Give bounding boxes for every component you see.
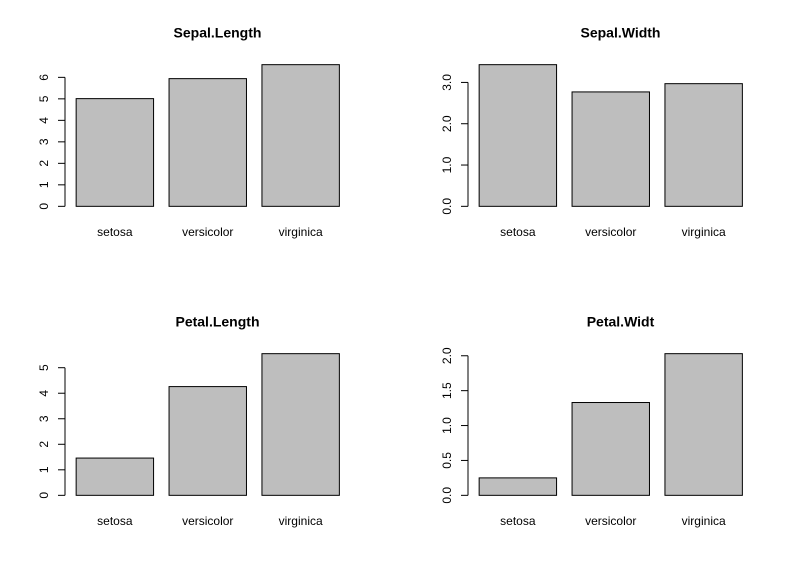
x-tick-label: virginica [279,225,323,239]
bar [261,64,340,207]
bar [478,64,558,207]
bar [168,78,247,207]
y-tick-label: 2 [37,160,51,167]
y-tick-label: 4 [37,117,51,124]
y-tick-label: 1.5 [440,382,454,399]
y-tick-label: 5 [37,364,51,371]
y-tick-label: 3 [37,415,51,422]
x-tick-label: setosa [500,225,536,239]
bar [664,83,743,207]
y-tick-label: 1 [37,466,51,473]
x-tick-label: setosa [97,225,133,239]
y-tick-label: 3 [37,138,51,145]
x-tick-label: virginica [682,514,726,528]
bar [571,402,650,496]
bar [261,353,340,496]
x-tick-label: virginica [279,514,323,528]
x-tick-label: setosa [500,514,536,528]
y-tick-label: 6 [37,74,51,81]
y-tick-label: 2.0 [440,347,454,364]
y-tick-label: 0 [37,492,51,499]
y-tick-label: 1.0 [440,156,454,173]
x-tick-label: versicolor [585,225,636,239]
x-tick-label: versicolor [182,514,233,528]
chart-title: Sepal.Length [174,25,262,41]
x-tick-label: virginica [682,225,726,239]
y-tick-label: 5 [37,95,51,102]
chart-title: Petal.Widt [587,314,655,330]
chart-title: Petal.Length [175,314,259,330]
x-tick-label: versicolor [585,514,636,528]
y-tick-label: 0 [37,203,51,210]
bar [168,386,247,496]
y-tick-label: 4 [37,390,51,397]
y-tick-label: 2.0 [440,115,454,132]
y-tick-label: 1 [37,181,51,188]
y-tick-label: 0.0 [440,487,454,504]
y-tick-label: 1.0 [440,417,454,434]
chart-title: Sepal.Width [581,25,661,41]
y-tick-label: 3.0 [440,74,454,91]
bar [478,477,558,496]
bar [664,353,743,496]
y-tick-label: 2 [37,441,51,448]
bar [75,98,155,207]
bar [571,91,650,207]
x-tick-label: setosa [97,514,133,528]
x-tick-label: versicolor [182,225,233,239]
y-tick-label: 0.5 [440,452,454,469]
bar [75,457,155,496]
y-tick-label: 0.0 [440,198,454,215]
